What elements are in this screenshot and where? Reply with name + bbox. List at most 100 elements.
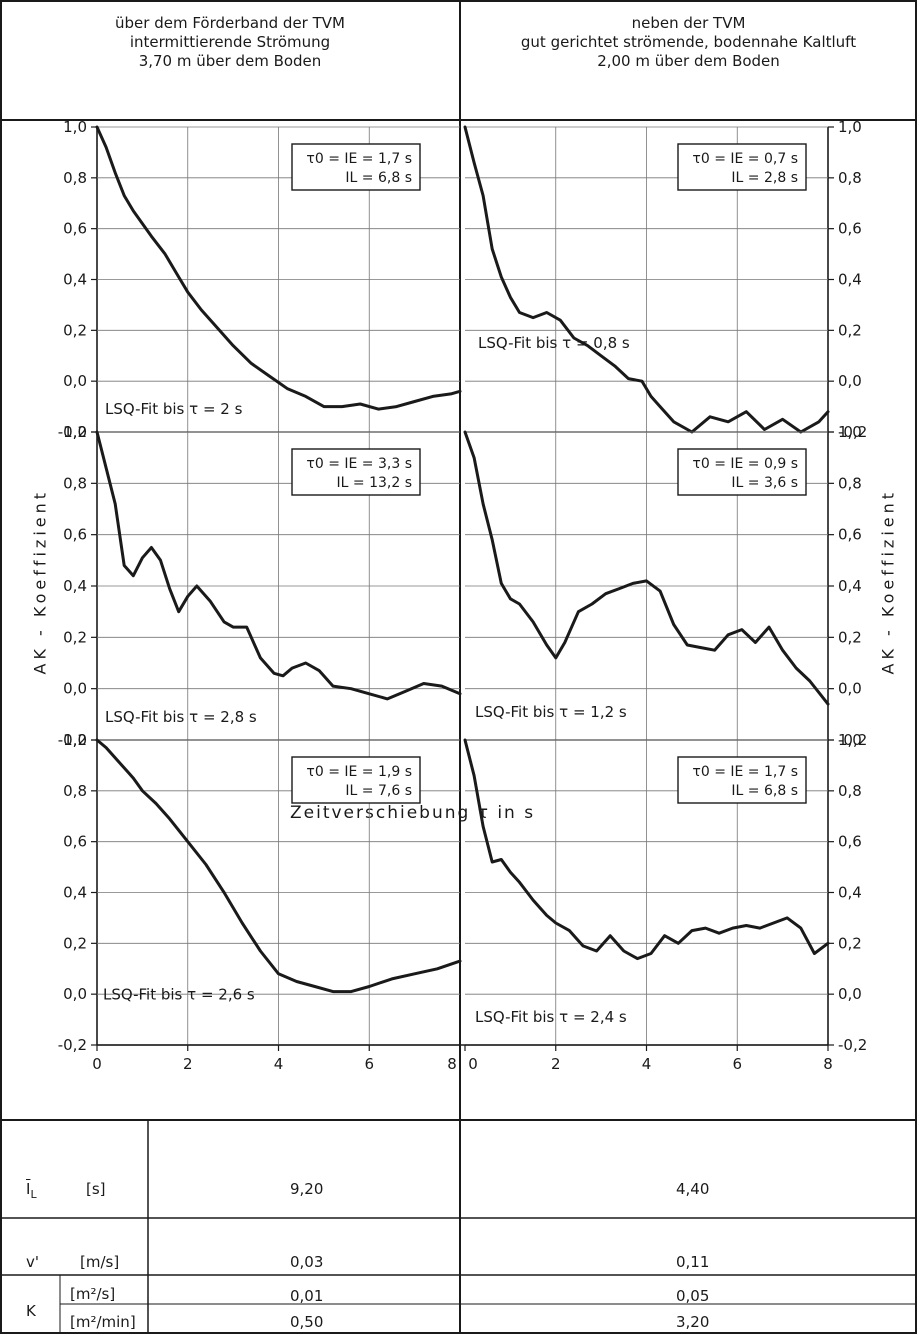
x-axis-label: Zeitverschiebung τ in s <box>290 803 536 823</box>
chart-left-3-ytick-label: 0,8 <box>63 782 87 800</box>
chart-right-2-curve <box>463 430 830 706</box>
chart-right-1-ytick-label: 0,4 <box>838 271 862 289</box>
chart-left-1-lsq-annotation: LSQ-Fit bis τ = 2 s <box>105 400 243 418</box>
xtick-label: 4 <box>642 1055 652 1073</box>
chart-right-1-lsq-annotation: LSQ-Fit bis τ = 0,8 s <box>478 334 630 352</box>
chart-right-3-ytick-label: 0,8 <box>838 782 862 800</box>
chart-right-1-ytick-label: 0,0 <box>838 372 862 390</box>
chart-left-1-param-tau: τ0 = IE = 1,7 s <box>306 151 412 167</box>
xtick-label: 2 <box>183 1055 193 1073</box>
chart-right-1-ytick-label: -0,2 <box>838 423 867 441</box>
left-column-header: über dem Förderband der TVM intermittier… <box>0 14 460 71</box>
xtick-label: 0 <box>92 1055 102 1073</box>
chart-left-1-ytick-label: -0,2 <box>58 423 87 441</box>
left-header-line2: intermittierende Strömung <box>129 33 331 51</box>
chart-left-2-ytick-label: 1,0 <box>63 423 87 441</box>
xtick-label: 2 <box>551 1055 561 1073</box>
right-column-header: neben der TVM gut gerichtet strömende, b… <box>460 14 917 71</box>
xtick-label: 6 <box>732 1055 742 1073</box>
chart-left-2-ytick-label: 0,4 <box>63 577 87 595</box>
chart-right-1-param-box <box>677 143 807 191</box>
right-header-line3: 2,00 m über dem Boden <box>597 52 780 70</box>
table-k-left-value: 0,01 <box>290 1287 324 1305</box>
chart-left-3-ytick-label: 0,6 <box>63 833 87 851</box>
xtick-label: 0 <box>468 1055 478 1073</box>
table-symbol-v: v' <box>26 1253 40 1271</box>
chart-right-2-param-il: IL = 3,6 s <box>731 475 798 491</box>
chart-right-3-curve <box>463 738 830 961</box>
table-unit-ms: [m/s] <box>80 1253 120 1271</box>
chart-right-1-ytick-label: 0,6 <box>838 220 862 238</box>
chart-right-3-ytick-label: 0,0 <box>838 985 862 1003</box>
xtick-label: 8 <box>447 1055 457 1073</box>
chart-left-3-curve <box>95 738 462 994</box>
chart-left-2-curve <box>95 430 462 701</box>
chart-right-1-ytick-label: 0,8 <box>838 169 862 187</box>
chart-right-3-ytick-label: 1,0 <box>838 731 862 749</box>
chart-right-2-ytick-label: 1,0 <box>838 423 862 441</box>
left-header-line3: 3,70 m über dem Boden <box>138 52 322 70</box>
chart-left-2-ytick-label: -0,2 <box>58 731 87 749</box>
table-k-left-value-min: 0,50 <box>290 1313 324 1331</box>
chart-left-3-ytick-label: 1,0 <box>63 731 87 749</box>
chart-left-1-param-il: IL = 6,8 s <box>345 170 412 186</box>
right-header-line1: neben der TVM <box>631 14 746 32</box>
right-header-line2: gut gerichtet strömende, bodennahe Kaltl… <box>520 33 857 51</box>
chart-right-1-curve <box>463 125 830 434</box>
xtick-label: 6 <box>364 1055 374 1073</box>
chart-left-1-ytick-label: 0,0 <box>63 372 87 390</box>
table-k-right-value-min: 3,20 <box>676 1313 710 1331</box>
chart-right-1-param-tau: τ0 = IE = 0,7 s <box>692 151 798 167</box>
chart-right-3-param-tau: τ0 = IE = 1,7 s <box>692 764 798 780</box>
table-v-right-value: 0,11 <box>676 1253 710 1271</box>
chart-right-3-param-il: IL = 6,8 s <box>731 783 798 799</box>
chart-left-3-ytick-label: 0,0 <box>63 985 87 1003</box>
chart-left-3-param-il: IL = 7,6 s <box>345 783 412 799</box>
left-header-line1: über dem Förderband der TVM <box>115 14 345 32</box>
chart-right-3-param-box <box>677 756 807 804</box>
chart-right-2-ytick-label: 0,0 <box>838 680 862 698</box>
chart-left-1-param-box <box>291 143 421 191</box>
chart-right-2-lsq-annotation: LSQ-Fit bis τ = 1,2 s <box>475 703 627 721</box>
chart-right-2-ytick-label: 0,6 <box>838 526 862 544</box>
chart-right-1-param-il: IL = 2,8 s <box>731 170 798 186</box>
chart-right-3-ytick-label: 0,2 <box>838 934 862 952</box>
chart-left-2-lsq-annotation: LSQ-Fit bis τ = 2,8 s <box>105 708 257 726</box>
chart-right-2-param-box <box>677 448 807 496</box>
xtick-label: 4 <box>274 1055 284 1073</box>
chart-left-3-ytick-label: -0,2 <box>58 1036 87 1054</box>
table-unit-m2s: [m²/s] <box>70 1285 116 1303</box>
chart-left-3-ytick-label: 0,4 <box>63 884 87 902</box>
chart-left-2-ytick-label: 0,0 <box>63 680 87 698</box>
chart-left-1-ytick-label: 0,6 <box>63 220 87 238</box>
chart-right-3-ytick-label: -0,2 <box>838 1036 867 1054</box>
table-il-right-value: 4,40 <box>676 1180 710 1198</box>
chart-left-2-ytick-label: 0,8 <box>63 474 87 492</box>
xtick-label: 8 <box>823 1055 833 1073</box>
table-v-left-value: 0,03 <box>290 1253 324 1271</box>
chart-right-1-ytick-label: 1,0 <box>838 118 862 136</box>
table-il-left-value: 9,20 <box>290 1180 324 1198</box>
chart-left-2-ytick-label: 0,2 <box>63 628 87 646</box>
chart-left-1-curve <box>95 125 462 411</box>
chart-left-1-ytick-label: 0,8 <box>63 169 87 187</box>
chart-right-3-ytick-label: 0,6 <box>838 833 862 851</box>
chart-right-2-param-tau: τ0 = IE = 0,9 s <box>692 456 798 472</box>
chart-right-3-ytick-label: 0,4 <box>838 884 862 902</box>
chart-right-2-ytick-label: 0,4 <box>838 577 862 595</box>
chart-left-2-param-tau: τ0 = IE = 3,3 s <box>306 456 412 472</box>
chart-left-2-param-box <box>291 448 421 496</box>
table-k-right-value: 0,05 <box>676 1287 710 1305</box>
chart-left-2-param-il: IL = 13,2 s <box>337 475 412 491</box>
chart-right-2-ytick-label: 0,2 <box>838 628 862 646</box>
table-unit-s: [s] <box>86 1180 106 1198</box>
chart-left-3-lsq-annotation: LSQ-Fit bis τ = 2,6 s <box>103 985 255 1003</box>
chart-right-3-lsq-annotation: LSQ-Fit bis τ = 2,4 s <box>475 1008 627 1026</box>
chart-left-3-param-box <box>291 756 421 804</box>
chart-right-2-ytick-label: 0,8 <box>838 474 862 492</box>
table-unit-m2min: [m²/min] <box>70 1313 136 1331</box>
chart-left-3-param-tau: τ0 = IE = 1,9 s <box>306 764 412 780</box>
